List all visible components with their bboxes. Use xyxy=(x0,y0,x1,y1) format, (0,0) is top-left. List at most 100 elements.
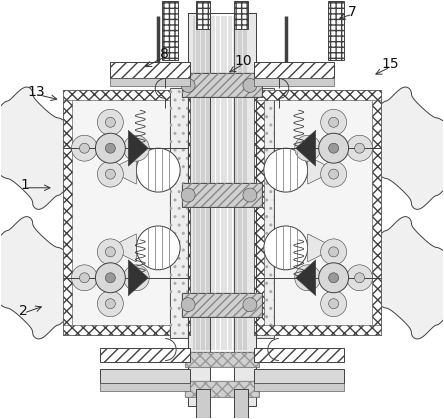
Circle shape xyxy=(181,298,195,312)
Circle shape xyxy=(181,78,195,92)
Circle shape xyxy=(181,188,195,202)
Polygon shape xyxy=(364,87,444,210)
Text: 7: 7 xyxy=(348,5,357,19)
Bar xyxy=(111,62,190,78)
Bar xyxy=(63,325,190,335)
Bar xyxy=(63,91,72,335)
Bar xyxy=(111,78,190,86)
Circle shape xyxy=(243,78,257,92)
Bar xyxy=(234,13,256,406)
Polygon shape xyxy=(0,87,80,210)
Circle shape xyxy=(329,117,339,127)
Polygon shape xyxy=(108,156,136,184)
Polygon shape xyxy=(308,234,336,262)
Bar xyxy=(63,91,190,101)
Polygon shape xyxy=(108,234,136,262)
Bar xyxy=(100,383,190,391)
Circle shape xyxy=(131,143,141,153)
Bar xyxy=(254,78,333,86)
Circle shape xyxy=(321,239,347,265)
Circle shape xyxy=(131,273,141,283)
Circle shape xyxy=(97,291,123,317)
Bar xyxy=(182,183,262,207)
Bar xyxy=(254,370,344,383)
Bar xyxy=(372,91,381,335)
Circle shape xyxy=(264,148,308,192)
Circle shape xyxy=(97,161,123,187)
Bar xyxy=(188,13,210,406)
Bar xyxy=(100,370,190,383)
Bar xyxy=(188,13,256,352)
Circle shape xyxy=(105,169,115,179)
Text: 1: 1 xyxy=(20,178,29,192)
Polygon shape xyxy=(364,217,444,339)
Polygon shape xyxy=(128,130,148,166)
Bar xyxy=(254,347,344,362)
Circle shape xyxy=(105,143,115,153)
Circle shape xyxy=(329,247,339,257)
Circle shape xyxy=(71,135,97,161)
Circle shape xyxy=(355,143,365,153)
Bar xyxy=(254,91,381,335)
Bar xyxy=(182,73,262,97)
Circle shape xyxy=(303,143,313,153)
Circle shape xyxy=(136,148,180,192)
Bar xyxy=(256,88,274,338)
Bar xyxy=(234,1,248,28)
Bar xyxy=(196,389,210,418)
Circle shape xyxy=(105,299,115,309)
Circle shape xyxy=(97,109,123,135)
Circle shape xyxy=(95,133,125,163)
Circle shape xyxy=(123,265,149,291)
Bar xyxy=(254,62,333,78)
Circle shape xyxy=(347,265,373,291)
Circle shape xyxy=(105,273,115,283)
Bar xyxy=(182,293,262,317)
Circle shape xyxy=(329,143,339,153)
Bar xyxy=(256,88,274,338)
Bar xyxy=(162,1,178,60)
Circle shape xyxy=(329,169,339,179)
Circle shape xyxy=(243,298,257,312)
Circle shape xyxy=(79,273,89,283)
Circle shape xyxy=(321,109,347,135)
Text: 2: 2 xyxy=(20,303,28,318)
Bar xyxy=(254,325,381,335)
Polygon shape xyxy=(296,130,316,166)
Bar xyxy=(170,88,188,338)
Bar xyxy=(185,381,259,397)
Circle shape xyxy=(105,117,115,127)
Text: 8: 8 xyxy=(160,47,169,61)
Circle shape xyxy=(355,273,365,283)
Circle shape xyxy=(303,273,313,283)
Circle shape xyxy=(97,239,123,265)
Bar xyxy=(170,88,188,338)
Bar xyxy=(254,91,264,335)
Bar xyxy=(254,91,381,101)
Bar xyxy=(180,91,190,335)
Polygon shape xyxy=(128,260,148,296)
Text: 15: 15 xyxy=(381,57,399,71)
Circle shape xyxy=(319,133,349,163)
Bar xyxy=(185,352,259,367)
Bar xyxy=(328,1,344,60)
Circle shape xyxy=(79,143,89,153)
Bar xyxy=(254,383,344,391)
Polygon shape xyxy=(308,156,336,184)
Circle shape xyxy=(329,273,339,283)
Circle shape xyxy=(347,135,373,161)
Polygon shape xyxy=(0,217,80,339)
Text: 13: 13 xyxy=(28,85,45,99)
Bar xyxy=(185,352,259,367)
Bar xyxy=(100,347,190,362)
Circle shape xyxy=(71,265,97,291)
Bar xyxy=(182,73,262,97)
Circle shape xyxy=(264,226,308,270)
Circle shape xyxy=(321,291,347,317)
Bar xyxy=(185,381,259,397)
Circle shape xyxy=(295,135,321,161)
Circle shape xyxy=(319,263,349,293)
Circle shape xyxy=(243,188,257,202)
Bar xyxy=(196,1,210,28)
Polygon shape xyxy=(296,260,316,296)
